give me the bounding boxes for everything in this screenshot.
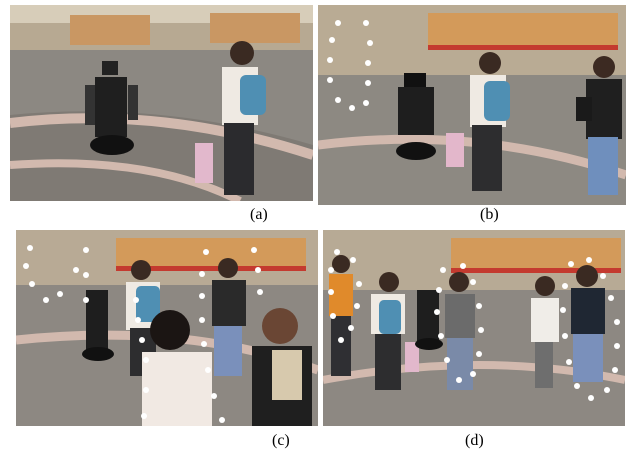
scene-b <box>318 5 626 205</box>
caption-a: (a) <box>250 206 268 223</box>
woman-with-backpack <box>195 41 266 195</box>
robot-figure <box>396 73 436 160</box>
scene-c <box>16 230 318 426</box>
scene-d <box>323 230 625 426</box>
foreground-person-left <box>142 310 212 426</box>
robot-figure <box>415 290 443 350</box>
man-dark-shirt <box>212 258 246 376</box>
foreground-woman-right <box>252 308 312 426</box>
robot-figure <box>82 290 114 361</box>
woman-with-backpack <box>371 272 419 390</box>
photo-panel-a <box>10 5 313 201</box>
couple-walking <box>531 265 605 388</box>
caption-b: (b) <box>480 206 499 223</box>
caption-c: (c) <box>272 432 290 449</box>
photo-panel-c <box>16 230 318 426</box>
man-grey-shirt <box>445 272 475 390</box>
man-walking-right <box>576 56 622 195</box>
scene-a <box>10 5 313 201</box>
robot-figure <box>85 61 138 155</box>
tracked-person-outline <box>328 249 620 401</box>
tracked-person-outline <box>23 245 263 423</box>
tracked-person-outline <box>327 20 373 111</box>
photo-panel-d <box>323 230 625 426</box>
woman-with-backpack <box>446 52 510 191</box>
caption-d: (d) <box>465 432 484 449</box>
photo-panel-b <box>318 5 626 205</box>
man-orange-shirt <box>329 255 353 376</box>
